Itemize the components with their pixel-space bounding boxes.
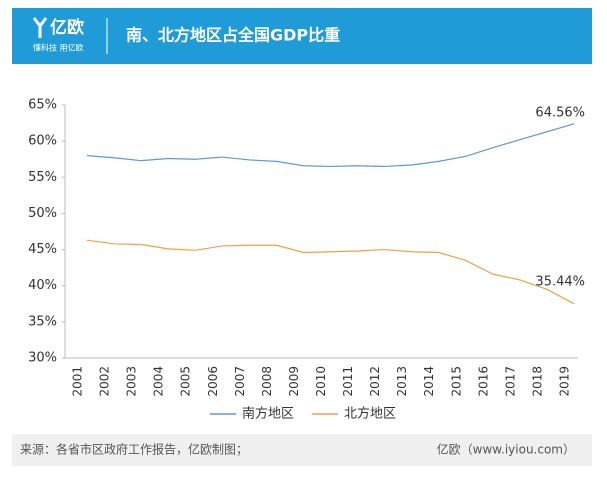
x-tick-label: 2011 — [341, 366, 355, 397]
y-tick-label: 60% — [28, 134, 57, 149]
y-tick-label: 40% — [28, 278, 57, 293]
header-bar — [12, 8, 592, 64]
slogan: 懂科技 用亿欧 — [33, 43, 84, 53]
source: 来源：各省市区政府工作报告，亿欧制图； — [20, 442, 248, 457]
x-tick-label: 2016 — [476, 366, 490, 397]
x-tick-label: 2012 — [368, 366, 382, 397]
chart-title: 南、北方地区占全国GDP比重 — [126, 26, 340, 45]
series-line — [86, 239, 575, 305]
footer-bar — [12, 434, 592, 466]
x-tick-label: 2001 — [71, 366, 85, 397]
y-tick-label: 50% — [28, 206, 57, 221]
x-tick-label: 2013 — [395, 366, 409, 397]
x-tick-label: 2002 — [98, 366, 112, 397]
x-tick-label: 2006 — [206, 366, 220, 397]
x-tick-label: 2018 — [530, 366, 544, 397]
y-tick-label: 65% — [28, 98, 57, 113]
x-tick-label: 2014 — [422, 366, 436, 397]
x-tick-label: 2015 — [449, 366, 463, 397]
annotation: 64.56% — [535, 106, 585, 121]
x-tick-label: 2009 — [287, 366, 301, 397]
y-tick-label: 45% — [28, 242, 57, 257]
series-line — [86, 123, 575, 168]
x-tick-label: 2008 — [260, 366, 274, 397]
logo-icon — [32, 17, 48, 38]
x-tick-label: 2005 — [179, 366, 193, 397]
x-tick-label: 2019 — [558, 366, 572, 397]
y-tick-label: 30% — [28, 351, 57, 366]
annotation: 35.44% — [535, 275, 585, 290]
x-tick-label: 2010 — [314, 366, 328, 397]
logo-text: 亿欧 — [50, 17, 84, 38]
x-tick-label: 2017 — [503, 366, 517, 397]
x-tick-label: 2004 — [152, 366, 166, 397]
x-tick-label: 2007 — [233, 366, 247, 397]
y-tick-label: 35% — [28, 314, 57, 329]
legend-label: 北方地区 — [344, 406, 396, 422]
legend-label: 南方地区 — [242, 406, 294, 422]
site: 亿欧（www.iyiou.com） — [437, 442, 575, 457]
x-tick-label: 2003 — [125, 366, 139, 397]
y-tick-label: 55% — [28, 170, 57, 185]
